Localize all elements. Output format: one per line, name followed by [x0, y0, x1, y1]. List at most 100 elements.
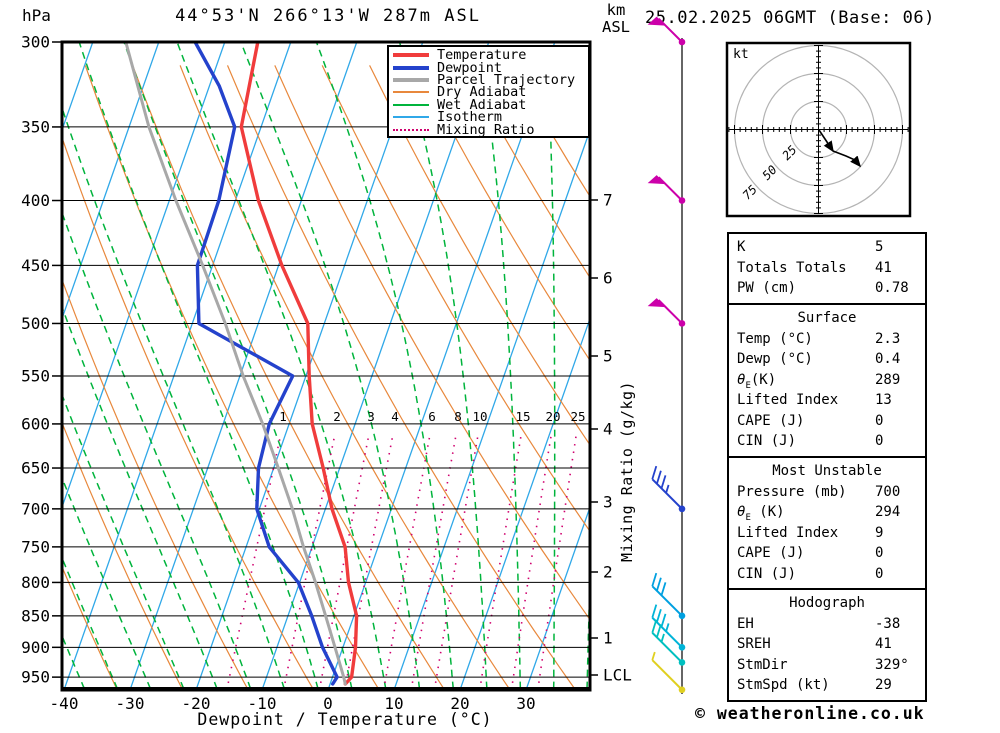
temperature-axis: -40 -30 -20 -10 0 10 20 30	[50, 694, 536, 713]
wet-adiabat-line	[62, 475, 152, 689]
stats-value: 0	[875, 433, 884, 449]
wind-barb-feather	[651, 465, 658, 480]
mixing-ratio-labels: 1 2 3 4 6 8 10 15 20 25	[279, 409, 585, 424]
legend-item: Parcel Trajectory	[389, 73, 588, 87]
stats-row: Lifted Index 9	[729, 523, 925, 544]
stats-value: 13	[875, 392, 892, 408]
stats-value: 2.3	[875, 330, 901, 347]
pressure-axis-unit: hPa	[22, 6, 51, 25]
temperature-tick-label: 10	[384, 694, 403, 713]
mixing-ratio-label: 15	[515, 409, 530, 424]
stats-label: K	[737, 239, 746, 255]
stats-panel: K 5 Totals Totals 41 PW (cm) 0.78	[727, 232, 927, 305]
stats-label: Lifted Index	[737, 524, 839, 541]
stats-value: 41	[875, 259, 892, 276]
pressure-tick-label: 950	[21, 668, 50, 687]
stats-label: SREH	[737, 636, 771, 652]
legend-line-sample	[393, 65, 429, 70]
wet-adiabat-line	[62, 105, 286, 689]
legend-item-label: Isotherm	[437, 109, 503, 126]
legend-line-sample	[393, 77, 429, 82]
stats-value: 0	[875, 412, 884, 429]
isotherm-line	[63, 42, 292, 690]
legend-item: Temperature	[389, 48, 588, 62]
dry-adiabat-line	[321, 65, 590, 533]
wet-adiabat-line	[176, 42, 387, 689]
wet-adiabat-line	[62, 555, 118, 689]
legend-line-sample	[393, 53, 429, 58]
stats-label: CAPE (J)	[737, 545, 805, 561]
temperature-tick-label: -30	[116, 694, 145, 713]
stats-panel: Surface Temp (°C) 2.3 Dewp (°C) 0.4 θE(K) 289 L…	[727, 303, 927, 458]
dry-adiabat-line	[179, 65, 511, 690]
legend-line-sample	[393, 103, 429, 106]
stats-value: 9	[875, 524, 884, 541]
wind-barb-half-feather	[660, 633, 665, 643]
stats-label: EH	[737, 615, 754, 632]
altitude-tick-label: 3	[603, 493, 613, 512]
isotherm-line	[327, 42, 556, 690]
legend-item: Dry Adiabat	[389, 86, 588, 99]
run-date: 25.02.2025 06GMT (Base: 06)	[645, 8, 935, 28]
hodograph-ring-label: 50	[760, 163, 780, 183]
mixing-ratio-line	[537, 435, 577, 690]
stats-row: Lifted Index 13	[729, 390, 925, 411]
isotherm-line	[62, 42, 226, 510]
stats-row: CIN (J) 0	[729, 564, 925, 585]
wind-barb-level-dot	[678, 197, 686, 204]
stats-row: θE(K) 289	[729, 370, 925, 391]
stats-row: PW (cm) 0.78	[729, 278, 925, 299]
stats-label: θE(K)	[737, 371, 777, 391]
wet-adiabat-line	[78, 42, 319, 689]
wet-adiabat-line	[123, 42, 353, 689]
pressure-tick-label: 300	[21, 33, 50, 52]
stats-label: CAPE (J)	[737, 412, 805, 429]
wind-barb-column	[647, 16, 686, 694]
stats-label: CIN (J)	[737, 433, 797, 449]
stats-value: -38	[875, 615, 901, 632]
legend-line-sample	[393, 91, 429, 94]
pressure-tick-label: 850	[21, 606, 50, 625]
wind-barb-feather	[656, 577, 662, 592]
mixing-ratio-line	[478, 435, 522, 690]
parcel-trajectory-curve	[124, 42, 347, 686]
mixing-ratio-label: 3	[367, 409, 375, 424]
stats-row: Totals Totals 41	[729, 258, 925, 279]
isotherm-line	[261, 42, 490, 690]
stats-value: 41	[875, 636, 892, 652]
isotherm-family	[62, 42, 590, 690]
stats-value: 5	[875, 239, 884, 255]
wind-barb-half-feather	[651, 651, 656, 661]
pressure-tick-label: 800	[21, 573, 50, 592]
legend-item-label: Dewpoint	[437, 59, 503, 76]
stats-label: StmSpd (kt)	[737, 677, 830, 693]
pressure-tick-label: 650	[21, 459, 50, 478]
stats-label: θE (K)	[737, 504, 785, 523]
dry-adiabat-line	[463, 65, 590, 279]
altitude-tick-label: LCL	[603, 666, 632, 685]
wind-barb-pennant	[647, 16, 666, 26]
isotherm-line	[525, 505, 590, 690]
altitude-axis-unit: km ASL	[592, 2, 640, 36]
wind-barb	[647, 16, 686, 46]
legend-item: Wet Adiabat	[389, 98, 588, 112]
stats-section-header: Hodograph	[789, 595, 865, 611]
isotherm-line	[62, 42, 160, 321]
dry-adiabat-line	[369, 65, 590, 446]
stats-row: StmDir 329°	[729, 655, 925, 676]
wind-barb-feather	[656, 470, 662, 485]
stats-panel: Most Unstable Pressure (mb) 700 θE (K) 294 Li…	[727, 456, 927, 590]
stats-value: 29	[875, 677, 892, 693]
mixing-ratio-line	[343, 435, 394, 690]
dry-adiabat-line	[416, 65, 590, 362]
pressure-tick-label: 600	[21, 414, 50, 433]
mixing-ratio-family	[225, 435, 577, 690]
altitude-unit-asl: ASL	[602, 18, 630, 36]
wind-barb-feather	[651, 572, 658, 587]
stats-row: StmSpd (kt) 29	[729, 675, 925, 696]
wind-barb-level-dot	[678, 38, 686, 46]
wind-barb	[647, 298, 686, 327]
stats-row: EH -38	[729, 614, 925, 635]
